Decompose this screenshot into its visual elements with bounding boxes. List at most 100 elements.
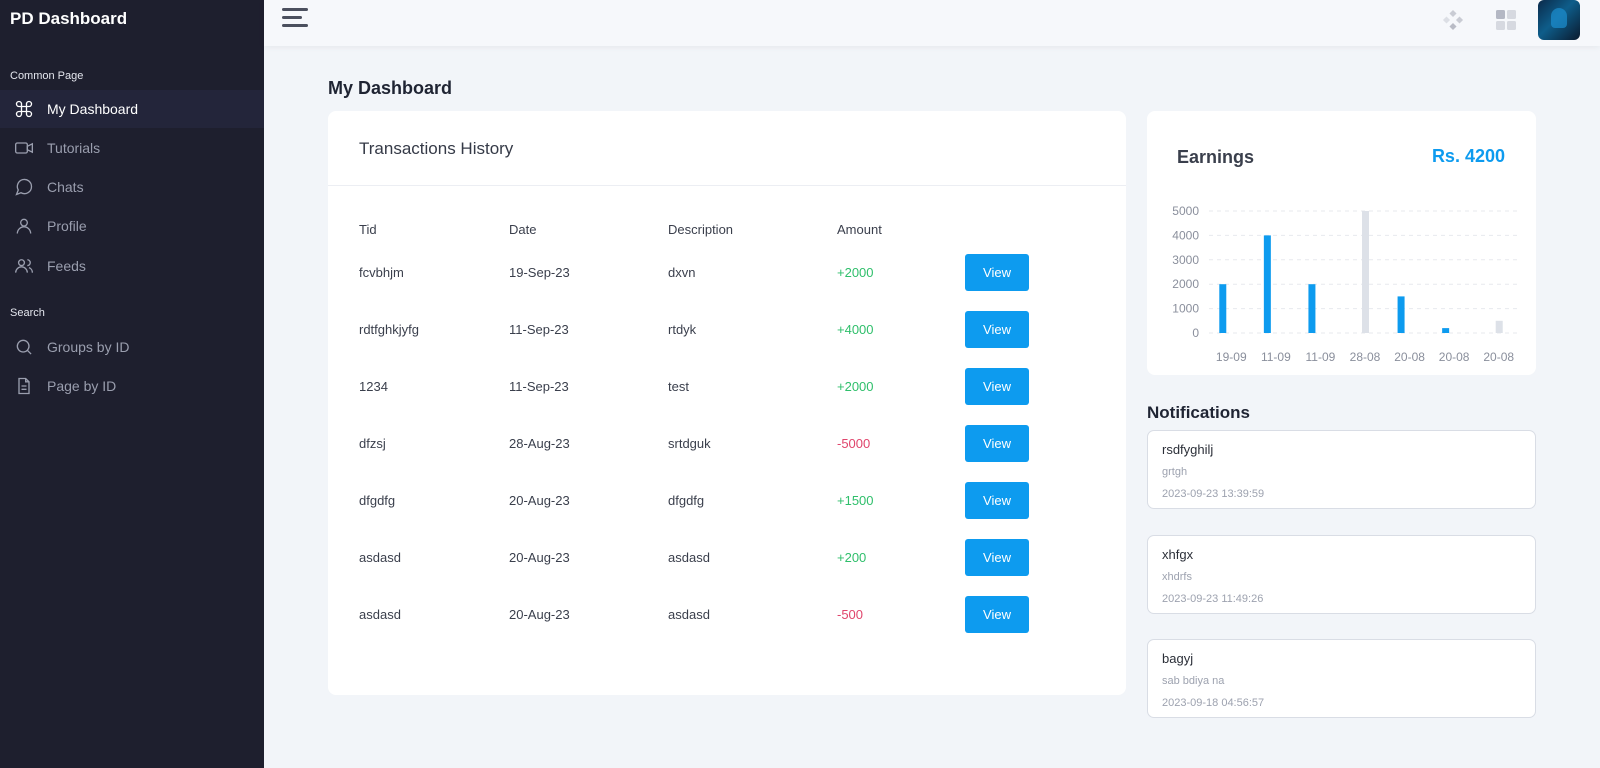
amount-cell: +200 — [837, 550, 867, 565]
date-cell: 19-Sep-23 — [509, 265, 570, 280]
sidebar-item-label: Chats — [47, 179, 84, 195]
sidebar-item-page-by-id[interactable]: Page by ID — [0, 367, 264, 405]
date-cell: 11-Sep-23 — [509, 379, 569, 394]
bar — [1495, 320, 1503, 333]
view-button[interactable]: View — [965, 254, 1029, 291]
column-header-description: Description — [668, 222, 734, 237]
amount-cell: -500 — [837, 607, 864, 622]
sidebar-item-profile[interactable]: Profile — [0, 207, 264, 245]
column-header-date: Date — [509, 222, 537, 237]
x-tick-label: 19-09 — [1216, 350, 1247, 364]
tid-cell: 1234 — [359, 379, 388, 394]
sidebar-item-feeds[interactable]: Feeds — [0, 247, 264, 285]
sidebar-item-chats[interactable]: Chats — [0, 168, 264, 206]
sidebar-item-groups-by-id[interactable]: Groups by ID — [0, 328, 264, 366]
date-cell: 11-Sep-23 — [509, 322, 569, 337]
notification-body: xhdrfs — [1162, 571, 1192, 583]
x-tick-label: 11-09 — [1306, 350, 1336, 364]
earnings-amount: Rs. 4200 — [1431, 146, 1505, 166]
bar — [1308, 284, 1316, 333]
date-cell: 20-Aug-23 — [509, 493, 570, 508]
x-tick-label: 11-09 — [1261, 350, 1291, 364]
document-icon — [13, 375, 35, 397]
notification-time: 2023-09-23 13:39:59 — [1162, 488, 1265, 500]
tid-cell: asdasd — [359, 550, 401, 565]
menu-toggle-icon[interactable] — [282, 8, 308, 30]
y-tick-label: 2000 — [1172, 277, 1199, 291]
sidebar-item-label: Groups by ID — [47, 339, 130, 355]
description-cell: asdasd — [668, 607, 710, 622]
view-button[interactable]: View — [965, 539, 1029, 576]
view-button[interactable]: View — [965, 368, 1029, 405]
sidebar-item-label: Feeds — [47, 258, 86, 274]
users-icon — [13, 255, 35, 277]
table-row: fcvbhjm 19-Sep-23 dxvn +2000 View — [359, 244, 1099, 301]
view-button[interactable]: View — [965, 425, 1029, 462]
section-title-search: Search — [10, 307, 45, 319]
y-tick-label: 5000 — [1172, 204, 1199, 218]
description-cell: srtdguk — [668, 436, 711, 451]
transactions-table: Tid Date Description Amount fcvbhjm 19-S… — [359, 211, 1099, 643]
earnings-title: Earnings — [1177, 147, 1255, 167]
sidebar-item-label: My Dashboard — [47, 101, 139, 117]
table-header: Tid Date Description Amount — [359, 211, 1099, 244]
sidebar-item-label: Tutorials — [47, 140, 101, 156]
notifications-title: Notifications — [1147, 403, 1250, 422]
tid-cell: fcvbhjm — [359, 265, 404, 280]
bar — [1263, 235, 1271, 333]
column-header-tid: Tid — [359, 222, 377, 237]
command-icon — [13, 98, 35, 120]
page-title: My Dashboard — [328, 78, 453, 98]
search-icon — [13, 336, 35, 358]
y-tick-label: 1000 — [1172, 302, 1199, 316]
table-row: dfzsj 28-Aug-23 srtdguk -5000 View — [359, 415, 1099, 472]
brand-title[interactable]: PD Dashboard — [10, 9, 128, 28]
chat-icon — [13, 176, 35, 198]
earnings-chart: 0 1000 2000 3000 4000 5000 19-09 11-09 11-09 28-0… — [1172, 204, 1521, 364]
y-tick-label: 3000 — [1172, 253, 1199, 267]
video-icon — [13, 137, 35, 159]
bar — [1219, 284, 1227, 333]
x-tick-label: 20-08 — [1439, 350, 1470, 364]
apps-diamond-icon[interactable] — [1441, 8, 1465, 32]
sidebar-item-label: Profile — [47, 218, 87, 234]
notification-title: xhfgx — [1162, 547, 1194, 562]
y-tick-label: 4000 — [1172, 228, 1199, 242]
notification-title: rsdfyghilj — [1162, 442, 1214, 457]
view-button[interactable]: View — [965, 596, 1029, 633]
amount-cell: +4000 — [837, 322, 874, 337]
date-cell: 28-Aug-23 — [509, 436, 570, 451]
description-cell: test — [668, 379, 689, 394]
amount-cell: -5000 — [837, 436, 871, 451]
transactions-card: Transactions History Tid Date Descriptio… — [328, 111, 1126, 695]
bar — [1362, 211, 1369, 333]
bar — [1442, 328, 1450, 333]
column-header-amount: Amount — [837, 222, 882, 237]
sidebar: PD Dashboard Common Page My Dashboard Tu… — [0, 0, 264, 768]
topbar — [264, 0, 1600, 46]
description-cell: dfgdfg — [668, 493, 705, 508]
y-tick-label: 0 — [1192, 326, 1199, 340]
table-row: asdasd 20-Aug-23 asdasd -500 View — [359, 586, 1099, 643]
grid-icon[interactable] — [1494, 8, 1518, 32]
notification-item[interactable]: xhfgx xhdrfs 2023-09-23 11:49:26 — [1147, 535, 1536, 614]
description-cell: rtdyk — [668, 322, 697, 337]
avatar[interactable] — [1538, 0, 1580, 40]
notification-item[interactable]: rsdfyghilj grtgh 2023-09-23 13:39:59 — [1147, 430, 1536, 509]
sidebar-item-my-dashboard[interactable]: My Dashboard — [0, 90, 264, 128]
date-cell: 20-Aug-23 — [509, 607, 570, 622]
amount-cell: +1500 — [837, 493, 874, 508]
table-row: asdasd 20-Aug-23 asdasd +200 View — [359, 529, 1099, 586]
user-icon — [13, 215, 35, 237]
sidebar-item-tutorials[interactable]: Tutorials — [0, 129, 264, 167]
view-button[interactable]: View — [965, 482, 1029, 519]
table-row: rdtfghkjyfg 11-Sep-23 rtdyk +4000 View — [359, 301, 1099, 358]
view-button[interactable]: View — [965, 311, 1029, 348]
notification-body: sab bdiya na — [1162, 675, 1225, 687]
notification-time: 2023-09-23 11:49:26 — [1162, 593, 1264, 605]
description-cell: dxvn — [668, 265, 696, 280]
notification-item[interactable]: bagyj sab bdiya na 2023-09-18 04:56:57 — [1147, 639, 1536, 718]
table-row: dfgdfg 20-Aug-23 dfgdfg +1500 View — [359, 472, 1099, 529]
tid-cell: dfzsj — [359, 436, 386, 451]
x-tick-label: 20-08 — [1483, 350, 1514, 364]
